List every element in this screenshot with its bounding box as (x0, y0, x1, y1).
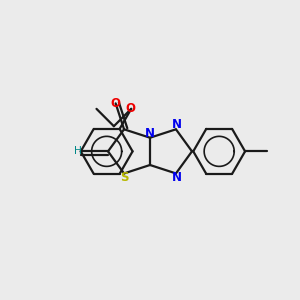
Text: N: N (172, 118, 182, 131)
Text: H: H (74, 146, 82, 156)
Text: O: O (111, 97, 121, 110)
Text: S: S (120, 171, 128, 184)
Text: N: N (145, 127, 155, 140)
Text: O: O (125, 102, 136, 115)
Text: N: N (172, 171, 182, 184)
